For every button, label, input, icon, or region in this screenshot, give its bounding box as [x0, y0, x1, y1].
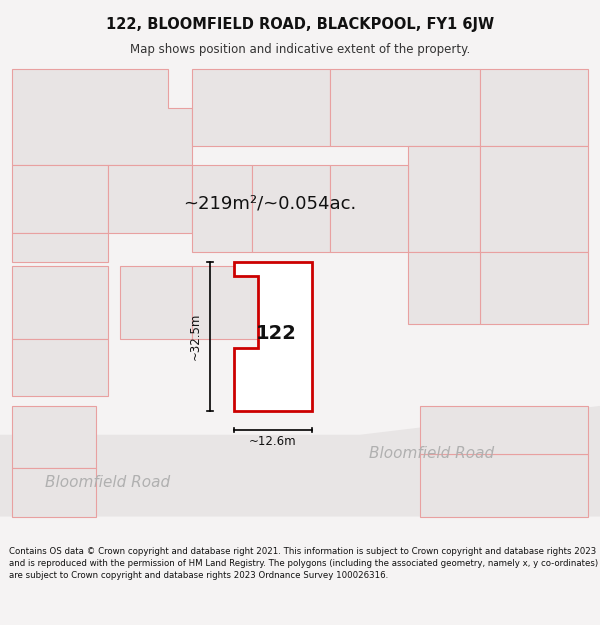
Polygon shape: [192, 69, 330, 146]
Polygon shape: [480, 146, 588, 252]
Polygon shape: [192, 165, 252, 252]
Polygon shape: [12, 406, 96, 469]
Polygon shape: [192, 266, 264, 339]
Polygon shape: [12, 266, 108, 339]
Polygon shape: [108, 165, 192, 232]
Polygon shape: [420, 406, 588, 454]
Text: 122: 122: [256, 324, 296, 343]
Polygon shape: [252, 165, 330, 252]
Polygon shape: [420, 454, 588, 516]
Polygon shape: [408, 146, 480, 252]
Text: ~32.5m: ~32.5m: [188, 312, 202, 360]
Text: Bloomfield Road: Bloomfield Road: [370, 446, 494, 461]
Text: 122, BLOOMFIELD ROAD, BLACKPOOL, FY1 6JW: 122, BLOOMFIELD ROAD, BLACKPOOL, FY1 6JW: [106, 17, 494, 32]
Polygon shape: [408, 252, 480, 324]
Polygon shape: [330, 165, 408, 252]
Polygon shape: [330, 69, 480, 146]
Polygon shape: [120, 266, 192, 339]
Text: ~12.6m: ~12.6m: [249, 436, 297, 449]
Polygon shape: [12, 232, 108, 261]
Polygon shape: [234, 261, 312, 411]
Polygon shape: [0, 406, 600, 516]
Polygon shape: [12, 339, 108, 396]
Polygon shape: [12, 69, 192, 165]
Polygon shape: [480, 69, 588, 146]
Polygon shape: [480, 252, 588, 324]
Text: Map shows position and indicative extent of the property.: Map shows position and indicative extent…: [130, 42, 470, 56]
Text: Bloomfield Road: Bloomfield Road: [46, 476, 170, 491]
Polygon shape: [12, 469, 96, 516]
Polygon shape: [12, 165, 108, 232]
Text: Contains OS data © Crown copyright and database right 2021. This information is : Contains OS data © Crown copyright and d…: [9, 548, 598, 580]
Text: ~219m²/~0.054ac.: ~219m²/~0.054ac.: [184, 195, 356, 212]
